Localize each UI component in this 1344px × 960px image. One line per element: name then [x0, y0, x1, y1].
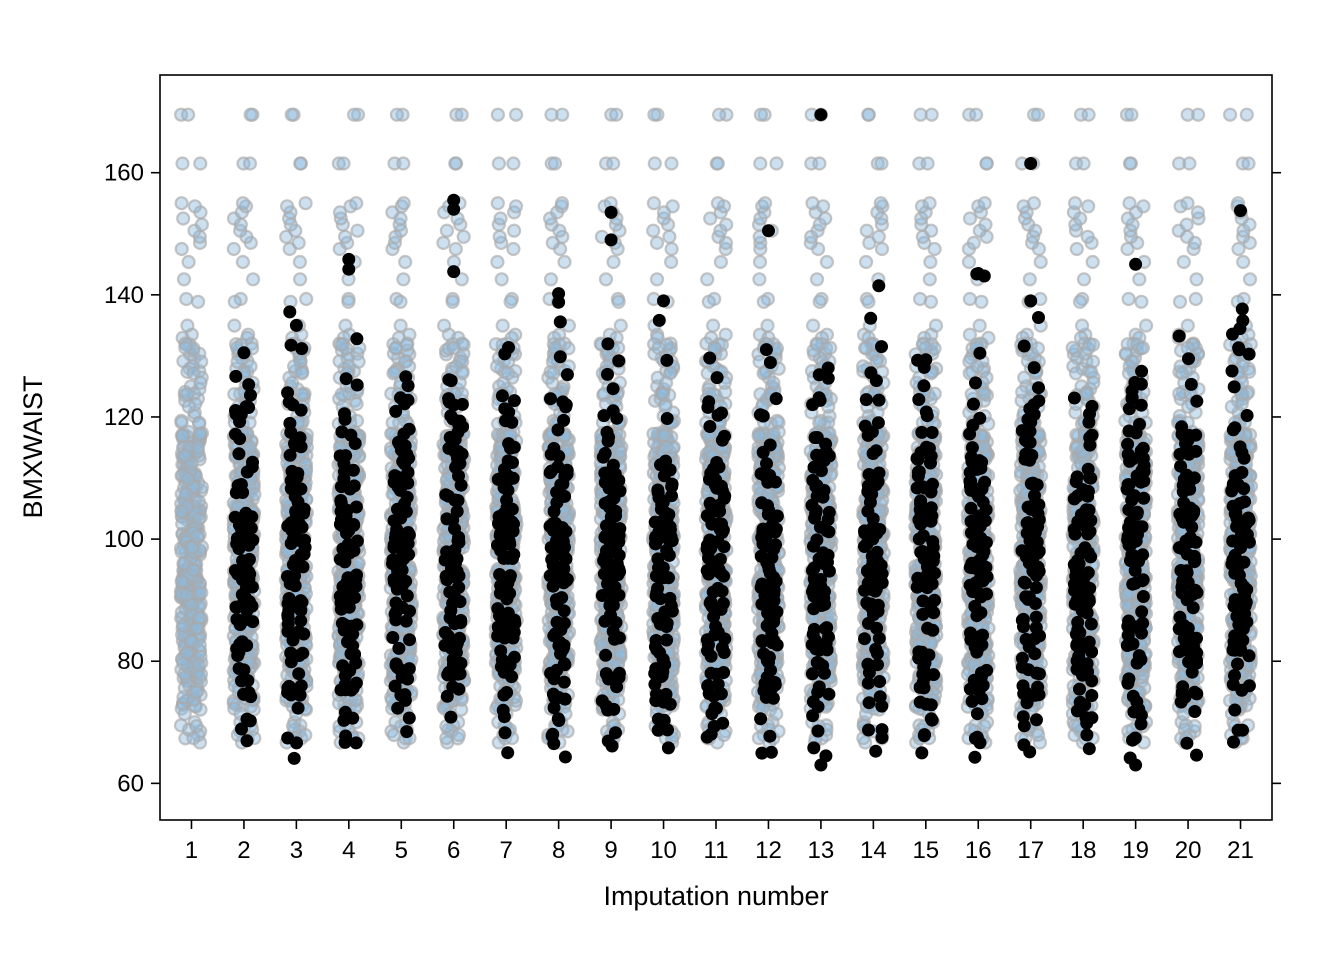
x-tick-label: 16 [965, 837, 992, 864]
imputed-point [657, 294, 670, 308]
imputed-point [814, 758, 828, 772]
imputed-point [1024, 294, 1038, 308]
imputed-point [447, 265, 461, 279]
x-tick-label: 18 [1070, 837, 1097, 864]
imputed-point [971, 267, 985, 280]
imputed-point [1024, 157, 1038, 170]
y-tick-label: 160 [104, 160, 144, 187]
x-tick-label: 1 [185, 837, 198, 864]
y-tick-label: 140 [104, 282, 144, 309]
imputed-point [1129, 758, 1143, 772]
x-tick-label: 10 [650, 837, 677, 864]
y-tick-label: 100 [104, 526, 144, 553]
imputed-point [604, 205, 618, 219]
imputed-point [289, 318, 303, 332]
x-axis-title: Imputation number [603, 881, 828, 911]
x-tick-label: 7 [500, 837, 513, 864]
x-tick-label: 8 [552, 837, 565, 864]
x-tick-label: 9 [604, 837, 617, 864]
x-tick-label: 11 [704, 837, 729, 864]
x-tick-label: 13 [808, 837, 835, 864]
imputed-point [552, 295, 566, 309]
x-tick-label: 15 [912, 837, 939, 864]
x-tick-label: 17 [1017, 837, 1044, 864]
y-tick-label: 120 [104, 404, 144, 431]
y-axis-title: BMXWAIST [18, 375, 48, 518]
imputed-point [814, 108, 828, 122]
imputed-point [342, 262, 356, 276]
y-tick-label: 60 [117, 770, 144, 797]
x-tick-label: 21 [1227, 837, 1254, 864]
x-tick-label: 6 [447, 837, 460, 864]
x-tick-label: 3 [290, 837, 303, 864]
x-tick-label: 19 [1122, 837, 1149, 864]
x-tick-label: 12 [755, 837, 782, 864]
x-tick-label: 2 [237, 837, 250, 864]
imputed-point [237, 346, 251, 360]
y-tick-label: 80 [117, 648, 144, 675]
imputed-point [342, 252, 356, 266]
imputed-point [604, 233, 618, 247]
imputed-points [228, 108, 1256, 772]
imputed-point [1234, 204, 1247, 218]
x-tick-label: 20 [1175, 837, 1202, 864]
x-tick-label: 4 [342, 837, 355, 864]
imputed-point [762, 224, 775, 238]
imputed-point [447, 193, 461, 207]
x-tick-label: 14 [860, 837, 887, 864]
imputed-point [1129, 257, 1143, 271]
imputed-point [447, 202, 461, 216]
x-tick-label: 5 [395, 837, 408, 864]
